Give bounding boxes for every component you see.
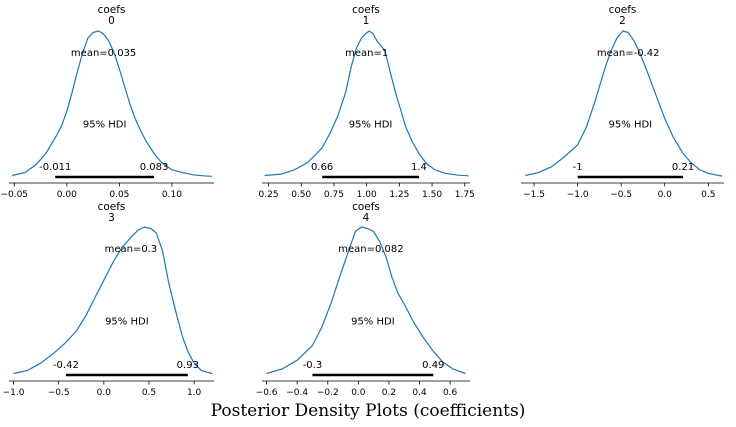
- x-tick-label: −0.6: [256, 388, 278, 398]
- x-tick-label: −1.0: [567, 190, 589, 200]
- hdi-label: 95% HDI: [105, 317, 149, 328]
- x-tick-label: 1.50: [422, 190, 442, 200]
- hdi-label: 95% HDI: [351, 317, 395, 328]
- figure-title: Posterior Density Plots (coefficients): [210, 401, 526, 421]
- x-tick-label: −0.4: [286, 388, 308, 398]
- hdi-upper-label: 0.21: [672, 162, 694, 173]
- x-tick-label: 1.25: [389, 190, 409, 200]
- panel-title: coefs: [98, 201, 126, 213]
- x-tick-label: 0.0: [351, 388, 366, 398]
- hdi-label: 95% HDI: [609, 119, 653, 130]
- panel-subtitle: 1: [363, 15, 370, 27]
- x-tick-label: 1.75: [455, 190, 475, 200]
- density-curve: [266, 226, 466, 375]
- hdi-label: 95% HDI: [349, 119, 393, 130]
- panel-title: coefs: [98, 4, 126, 16]
- x-tick-label: 0.5: [701, 190, 715, 200]
- x-tick-label: −0.5: [610, 190, 632, 200]
- x-tick-label: 0.2: [382, 388, 396, 398]
- hdi-lower-label: -0.42: [53, 360, 79, 371]
- x-tick-label: 0.5: [142, 388, 156, 398]
- hdi-label: 95% HDI: [83, 119, 127, 130]
- hdi-upper-label: 0.49: [422, 360, 444, 371]
- hdi-upper-label: 0.93: [177, 360, 199, 371]
- x-tick-label: 0.00: [57, 190, 77, 200]
- mean-label: mean=-0.42: [597, 48, 660, 59]
- panel-subtitle: 0: [108, 15, 115, 27]
- x-tick-label: 0.6: [443, 388, 458, 398]
- density-curve: [13, 226, 213, 375]
- density-curve: [264, 30, 469, 177]
- hdi-lower-label: -1: [573, 162, 583, 173]
- panel-subtitle: 4: [363, 212, 370, 224]
- density-curve: [525, 30, 723, 177]
- x-tick-label: −1.0: [3, 388, 25, 398]
- hdi-lower-label: -0.011: [39, 162, 71, 173]
- mean-label: mean=0.035: [71, 48, 136, 59]
- hdi-lower-label: -0.3: [303, 360, 323, 371]
- mean-label: mean=1: [345, 48, 388, 59]
- x-tick-label: −0.05: [0, 190, 28, 200]
- panel-title: coefs: [352, 201, 380, 213]
- hdi-lower-label: 0.66: [311, 162, 333, 173]
- hdi-upper-label: 1.4: [411, 162, 427, 173]
- x-tick-label: 0.4: [412, 388, 427, 398]
- panel-subtitle: 2: [619, 15, 626, 27]
- x-tick-label: 0.50: [291, 190, 311, 200]
- panel-subtitle: 3: [108, 212, 115, 224]
- x-tick-label: 0.10: [162, 190, 182, 200]
- panel-title: coefs: [352, 4, 380, 16]
- hdi-upper-label: 0.083: [140, 162, 169, 173]
- panel-title: coefs: [609, 4, 637, 16]
- x-tick-label: 0.0: [97, 388, 112, 398]
- x-tick-label: 0.25: [259, 190, 279, 200]
- mean-label: mean=0.3: [105, 244, 158, 255]
- x-tick-label: 0.05: [109, 190, 129, 200]
- x-tick-label: −1.5: [523, 190, 545, 200]
- x-tick-label: 0.75: [324, 190, 344, 200]
- x-tick-label: −0.2: [317, 388, 339, 398]
- x-tick-label: −0.5: [48, 388, 70, 398]
- mean-label: mean=0.082: [338, 244, 403, 255]
- density-curve: [12, 30, 212, 177]
- x-tick-label: 0.0: [658, 190, 673, 200]
- x-tick-label: 1.00: [357, 190, 377, 200]
- x-tick-label: 1.0: [187, 388, 202, 398]
